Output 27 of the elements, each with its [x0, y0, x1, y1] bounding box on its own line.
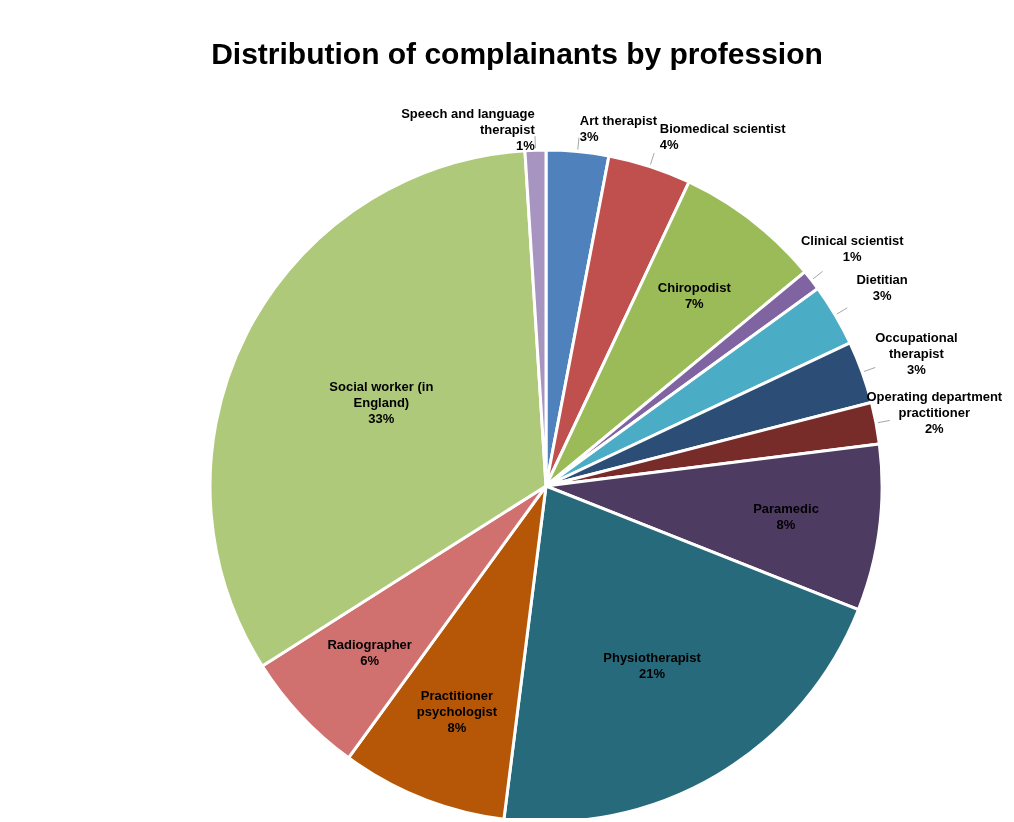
chart-title: Distribution of complainants by profession — [211, 37, 823, 70]
slice-label: Biomedical scientist — [659, 120, 787, 136]
data-label: 1% — [515, 137, 536, 153]
slice-label: Occupational therapist — [875, 329, 958, 361]
data-label: 8% — [447, 719, 467, 735]
slice-label: Operating department practitioner — [866, 388, 1003, 420]
slice-label: Radiographer — [327, 636, 412, 652]
slice-label: Art therapist — [579, 112, 658, 128]
slice-label: Speech and language therapist — [401, 105, 536, 137]
data-label: 2% — [924, 420, 945, 436]
data-label: 3% — [872, 288, 892, 304]
data-label: 6% — [360, 652, 380, 668]
slice-label: Chiropodist — [657, 279, 732, 295]
data-label: 3% — [906, 361, 927, 377]
slice-label: Physiotherapist — [603, 650, 702, 666]
data-label: 1% — [842, 249, 863, 265]
data-label: 33% — [368, 411, 395, 427]
slice-label: Dietitian — [856, 272, 908, 288]
data-label: 4% — [659, 136, 680, 152]
data-label: 21% — [639, 666, 666, 682]
data-label: 3% — [579, 128, 600, 144]
slice-label: Practitioner psychologist — [416, 687, 498, 719]
data-label: 7% — [684, 295, 705, 311]
slice-label: Social worker (in England) — [329, 379, 434, 411]
slice-label: Paramedic — [753, 501, 819, 517]
slice-label: Clinical scientist — [800, 233, 905, 249]
data-label: 8% — [776, 517, 796, 533]
